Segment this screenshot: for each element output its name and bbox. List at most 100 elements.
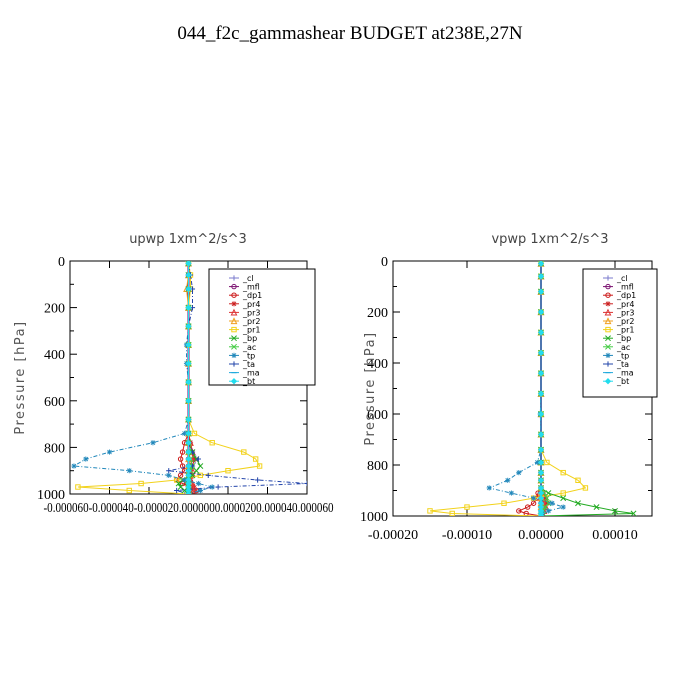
point-bp [612, 507, 618, 514]
point-ta [195, 456, 201, 462]
point-bp [545, 490, 552, 497]
point-ta [166, 468, 172, 474]
point-pr4 [191, 456, 198, 462]
series-line-dp1 [517, 263, 542, 516]
legend-marker [231, 352, 237, 358]
point-bt [537, 273, 545, 280]
point-dp1 [516, 508, 522, 514]
point-ta [304, 480, 307, 487]
point-pr3 [191, 483, 198, 491]
legend-box [582, 268, 658, 398]
point-dp1 [530, 500, 537, 506]
point-tp [71, 463, 77, 469]
legend-marker [605, 301, 611, 307]
y-tick-label: 200 [44, 302, 65, 317]
point-bt [185, 448, 192, 456]
legend-label: _ma [616, 369, 634, 378]
legend-marker [231, 335, 237, 342]
point-pr1 [501, 500, 507, 506]
point-bt [537, 370, 545, 377]
point-pr1 [256, 463, 263, 469]
point-bp [630, 510, 637, 516]
y-tick-label: 200 [367, 306, 388, 321]
y-tick-label: 0 [381, 255, 388, 270]
point-pr1 [126, 487, 132, 494]
legend-label: _ta [616, 360, 629, 369]
y-tick-label: 600 [367, 408, 388, 423]
upwp-panel: upwp 1xm^2/s^3 0 200 400 600 800 1000 Pressure … [13, 232, 334, 516]
point-bp [575, 500, 581, 507]
legend-label: _tp [242, 351, 255, 360]
point-tp [516, 470, 522, 476]
point-bp [560, 495, 567, 502]
legend-label: _ta [242, 360, 255, 369]
point-bt [537, 469, 545, 476]
point-pr1 [191, 430, 198, 437]
point-bt [185, 439, 192, 446]
legend-marker [605, 275, 611, 281]
legend-label: _bp [242, 334, 257, 343]
point-bt [185, 455, 192, 463]
x-tick-label: -0.00010 [442, 528, 492, 543]
x-tick-label: 0.00010 [592, 528, 638, 543]
point-pr1 [197, 472, 204, 479]
legend-label: _ac [616, 343, 630, 352]
legend-marker [605, 326, 611, 333]
legend-label: _cl [242, 274, 254, 283]
legend-label: _mfl [616, 283, 634, 292]
legend-marker [230, 317, 238, 325]
point-bt [537, 410, 545, 418]
legend-marker [231, 343, 237, 350]
point-pr1 [427, 508, 433, 514]
point-bt [537, 390, 545, 397]
point-ta [255, 477, 261, 483]
y-axis-label: Pressure [hPa] [13, 320, 28, 434]
point-dp1 [524, 504, 531, 510]
point-bt [185, 416, 192, 423]
legend-marker [605, 361, 611, 367]
point-bt [185, 341, 192, 349]
point-bt [537, 477, 545, 484]
point-bt [537, 329, 545, 336]
point-bt [537, 288, 545, 295]
point-tp [126, 468, 132, 474]
point-tp [181, 430, 188, 437]
point-pr1 [560, 490, 566, 496]
y-tick-label: 1000 [360, 510, 388, 525]
point-bt [185, 261, 192, 267]
point-tp [505, 477, 511, 483]
legend-label: _mfl [242, 283, 260, 292]
point-tp [545, 508, 551, 514]
series-line-tp [72, 263, 215, 494]
series-group [427, 261, 637, 516]
legend-label: _cl [616, 274, 628, 283]
point-tp [531, 495, 537, 501]
point-tp [106, 449, 113, 455]
legend-marker [231, 326, 237, 333]
legend-label: _bt [616, 377, 629, 386]
point-tp [486, 485, 492, 491]
y-tick-label: 600 [44, 395, 65, 410]
point-pr1 [138, 480, 144, 487]
point-bt [537, 349, 545, 356]
x-tick-label: -0.00020 [368, 528, 418, 543]
point-bt [185, 378, 192, 386]
point-bp [175, 480, 182, 487]
point-tp [166, 472, 172, 478]
point-tp [181, 477, 188, 483]
point-bt [537, 446, 545, 453]
point-pr1 [225, 468, 231, 474]
point-ac [543, 495, 550, 502]
point-dp1 [177, 456, 184, 462]
legend: _cl_mfl_dp1_pr4_pr3_pr2_pr1_bp_ac_tp_ta_… [208, 268, 316, 386]
point-bt [185, 430, 192, 437]
point-tp [83, 456, 89, 462]
point-pr1 [209, 440, 215, 446]
point-tp [197, 487, 203, 494]
point-pr1 [241, 449, 247, 455]
point-ac [542, 504, 549, 511]
legend-label: _pr1 [242, 326, 260, 335]
legend: _cl_mfl_dp1_pr4_pr3_pr2_pr1_bp_ac_tp_ta_… [582, 268, 658, 398]
y-tick-label: 400 [44, 348, 65, 363]
legend-label: _pr4 [616, 300, 634, 309]
